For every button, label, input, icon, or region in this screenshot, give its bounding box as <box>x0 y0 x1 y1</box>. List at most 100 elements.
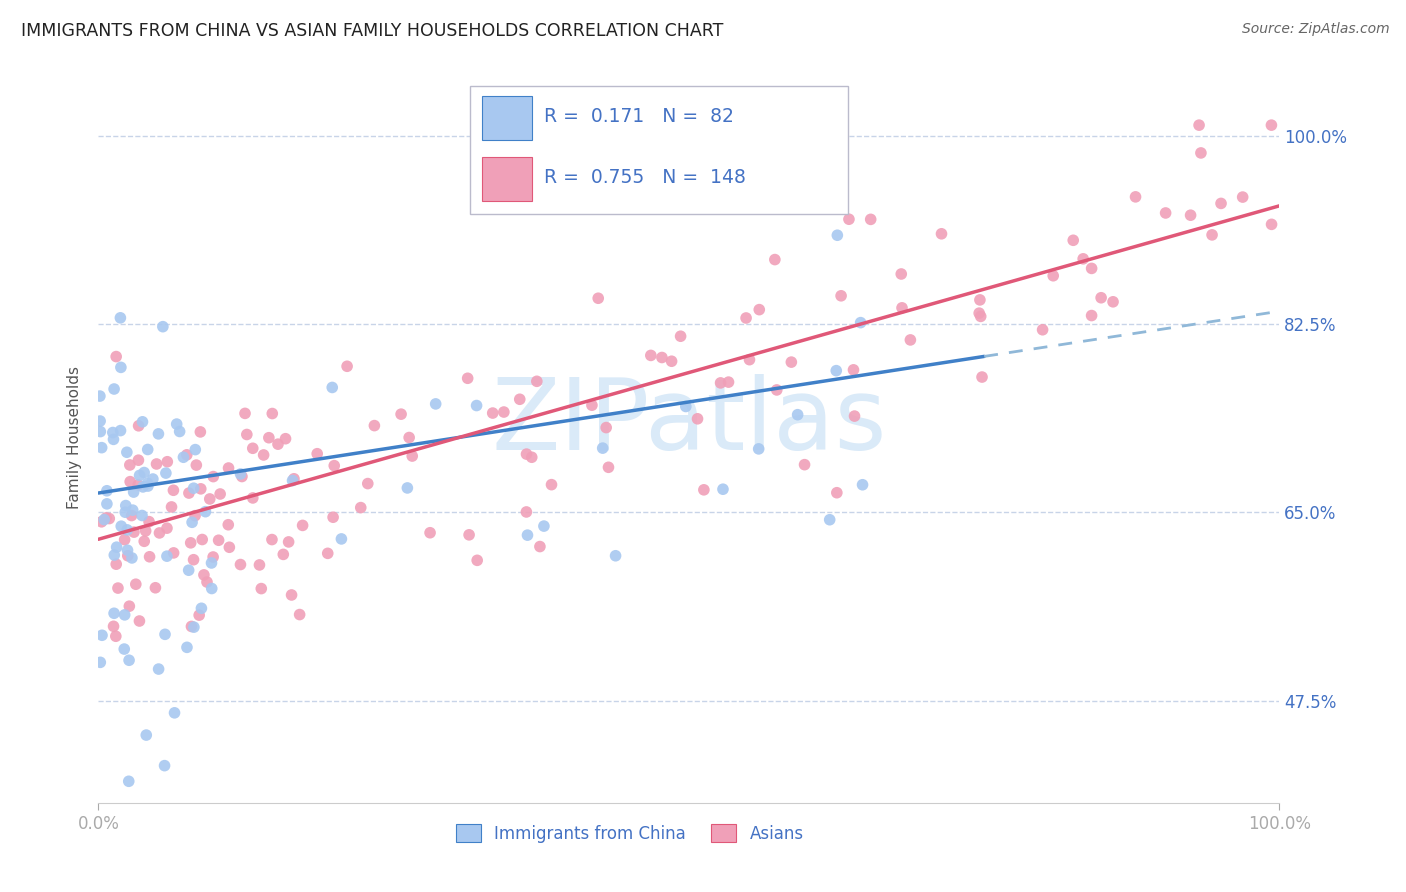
Point <box>520 450 543 465</box>
Point <box>396 481 419 495</box>
Point <box>765 383 787 397</box>
Point <box>890 267 912 281</box>
Point <box>849 316 872 330</box>
Point <box>89 414 111 428</box>
Point <box>1232 190 1254 204</box>
Point <box>186 458 208 472</box>
Point <box>118 653 141 667</box>
Point <box>202 469 225 483</box>
Point <box>693 483 716 497</box>
Point <box>209 487 232 501</box>
Point <box>529 540 551 554</box>
Point <box>103 548 125 562</box>
Point <box>717 375 740 389</box>
Point <box>481 406 503 420</box>
Point <box>357 476 380 491</box>
Point <box>967 306 990 320</box>
Point <box>818 513 841 527</box>
Point <box>640 348 662 362</box>
FancyBboxPatch shape <box>471 86 848 214</box>
Point <box>1042 268 1064 283</box>
Point <box>138 515 160 529</box>
Point <box>132 480 155 494</box>
Point <box>786 408 808 422</box>
Point <box>217 517 239 532</box>
Point <box>96 483 118 498</box>
Point <box>105 540 128 554</box>
Point <box>110 310 132 325</box>
Point <box>131 508 153 523</box>
Point <box>148 525 170 540</box>
Point <box>1080 261 1102 276</box>
Point <box>229 558 252 572</box>
Point <box>122 485 145 500</box>
Point <box>316 546 339 560</box>
Point <box>162 546 184 560</box>
Point <box>122 525 145 540</box>
Point <box>136 479 159 493</box>
Point <box>120 475 142 489</box>
Point <box>249 558 271 572</box>
Point <box>827 228 849 243</box>
Point <box>107 581 129 595</box>
Point <box>492 405 515 419</box>
Point <box>114 499 136 513</box>
Point <box>321 380 343 394</box>
Point <box>250 582 273 596</box>
Point <box>970 370 993 384</box>
Point <box>533 519 555 533</box>
Text: IMMIGRANTS FROM CHINA VS ASIAN FAMILY HOUSEHOLDS CORRELATION CHART: IMMIGRANTS FROM CHINA VS ASIAN FAMILY HO… <box>21 22 724 40</box>
Point <box>131 415 153 429</box>
Point <box>91 628 114 642</box>
Point <box>145 457 167 471</box>
Point <box>330 532 353 546</box>
FancyBboxPatch shape <box>482 96 531 140</box>
Point <box>1102 294 1125 309</box>
Point <box>190 601 212 615</box>
Point <box>135 524 157 538</box>
Point <box>104 629 127 643</box>
Point <box>103 382 125 396</box>
Point <box>711 482 734 496</box>
Point <box>842 363 865 377</box>
Point <box>156 455 179 469</box>
Point <box>509 392 531 407</box>
Point <box>101 425 124 440</box>
Point <box>198 491 221 506</box>
Point <box>267 437 290 451</box>
Point <box>128 614 150 628</box>
Point <box>118 458 141 472</box>
Point <box>114 505 136 519</box>
Point <box>1180 208 1202 222</box>
Point <box>142 472 165 486</box>
Point <box>605 549 627 563</box>
Point <box>1080 309 1102 323</box>
Text: R =  0.171   N =  82: R = 0.171 N = 82 <box>544 107 734 126</box>
Point <box>526 374 548 388</box>
Point <box>669 329 692 343</box>
Point <box>172 450 194 465</box>
Point <box>710 376 733 390</box>
Point <box>515 505 537 519</box>
Point <box>117 543 139 558</box>
Point <box>1260 118 1282 132</box>
Point <box>1201 227 1223 242</box>
Y-axis label: Family Households: Family Households <box>67 366 83 508</box>
Point <box>825 485 848 500</box>
Point <box>307 447 329 461</box>
Point <box>188 608 211 623</box>
Point <box>1071 252 1094 266</box>
Point <box>260 533 283 547</box>
Point <box>763 252 786 267</box>
Point <box>465 399 488 413</box>
Point <box>110 519 132 533</box>
Point <box>176 640 198 655</box>
Point <box>1090 291 1112 305</box>
Point <box>838 212 860 227</box>
Point <box>90 515 112 529</box>
Point <box>516 528 538 542</box>
Point <box>323 458 346 473</box>
Point <box>419 525 441 540</box>
Point <box>127 478 149 492</box>
Point <box>89 389 111 403</box>
